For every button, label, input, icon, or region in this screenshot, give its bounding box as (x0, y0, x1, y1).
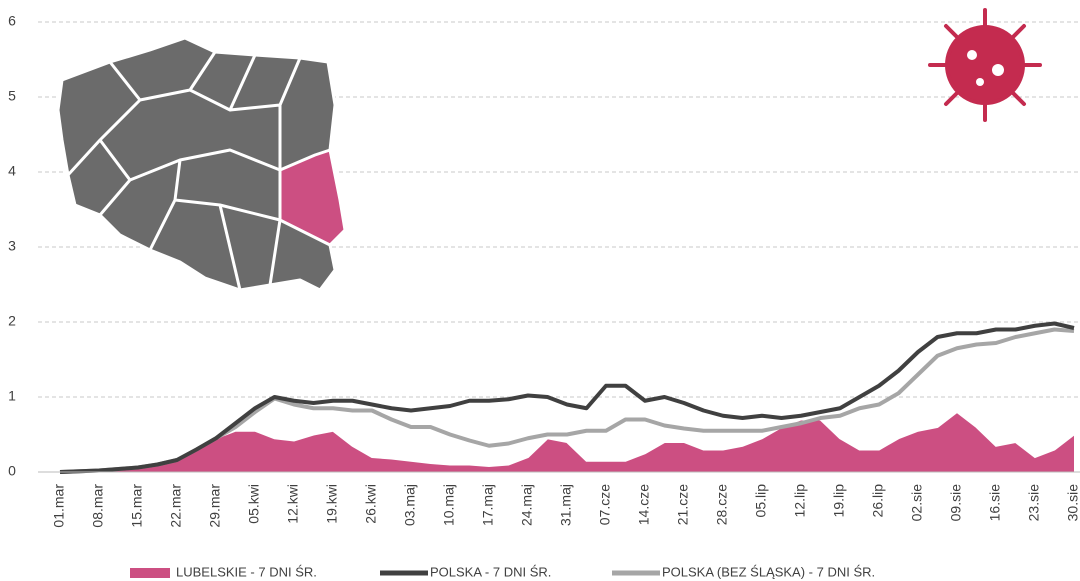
x-tick-label: 31.maj (558, 484, 574, 526)
x-tick-label: 05.kwi (246, 484, 262, 524)
virus-body (945, 25, 1025, 105)
virus-dot (976, 78, 984, 86)
x-tick-label: 07.cze (597, 484, 613, 525)
x-tick-label: 26.kwi (363, 484, 379, 524)
x-tick-label: 21.cze (675, 484, 691, 525)
legend-label: LUBELSKIE - 7 DNI ŚR. (176, 564, 317, 579)
x-tick-label: 23.sie (1026, 484, 1042, 522)
y-tick-label: 2 (8, 313, 16, 329)
x-tick-label: 16.sie (987, 484, 1003, 522)
x-tick-label: 28.cze (714, 484, 730, 525)
virus-dot (992, 64, 1004, 76)
y-tick-label: 1 (8, 388, 16, 404)
legend-label: POLSKA - 7 DNI ŚR. (430, 564, 551, 579)
y-tick-label: 4 (8, 163, 16, 179)
area-edge (59, 410, 1075, 473)
x-tick-label: 14.cze (636, 484, 652, 525)
map-borders (66, 51, 302, 291)
x-tick-label: 17.maj (480, 484, 496, 526)
x-tick-label: 01.mar (51, 484, 67, 528)
x-tick-label: 09.sie (948, 484, 964, 522)
x-tick-label: 24.maj (519, 484, 535, 526)
map-region (278, 148, 347, 247)
virus-icon (928, 8, 1042, 122)
x-tick-label: 08.mar (90, 484, 106, 528)
x-tick-label: 15.mar (129, 484, 145, 528)
x-tick-label: 19.kwi (324, 484, 340, 524)
x-tick-label: 29.mar (207, 484, 223, 528)
legend-swatch (130, 568, 170, 578)
y-tick-label: 5 (8, 88, 16, 104)
x-tick-label: 26.lip (870, 484, 886, 518)
x-tick-label: 05.lip (753, 484, 769, 518)
legend-label: POLSKA (BEZ ŚLĄSKA) - 7 DNI ŚR. (662, 564, 875, 579)
y-tick-label: 6 (8, 13, 16, 29)
x-tick-label: 30.sie (1065, 484, 1080, 522)
x-tick-label: 22.mar (168, 484, 184, 528)
y-tick-label: 0 (8, 463, 16, 479)
x-tick-label: 02.sie (909, 484, 925, 522)
x-tick-label: 12.lip (792, 484, 808, 518)
y-tick-label: 3 (8, 238, 16, 254)
x-tick-label: 19.lip (831, 484, 847, 518)
line (59, 321, 1075, 474)
map-country (56, 36, 347, 292)
x-tick-label: 12.kwi (285, 484, 301, 524)
virus-dot (967, 50, 977, 60)
poland-map (56, 36, 347, 292)
x-tick-label: 10.maj (441, 484, 457, 526)
x-tick-label: 03.maj (402, 484, 418, 526)
